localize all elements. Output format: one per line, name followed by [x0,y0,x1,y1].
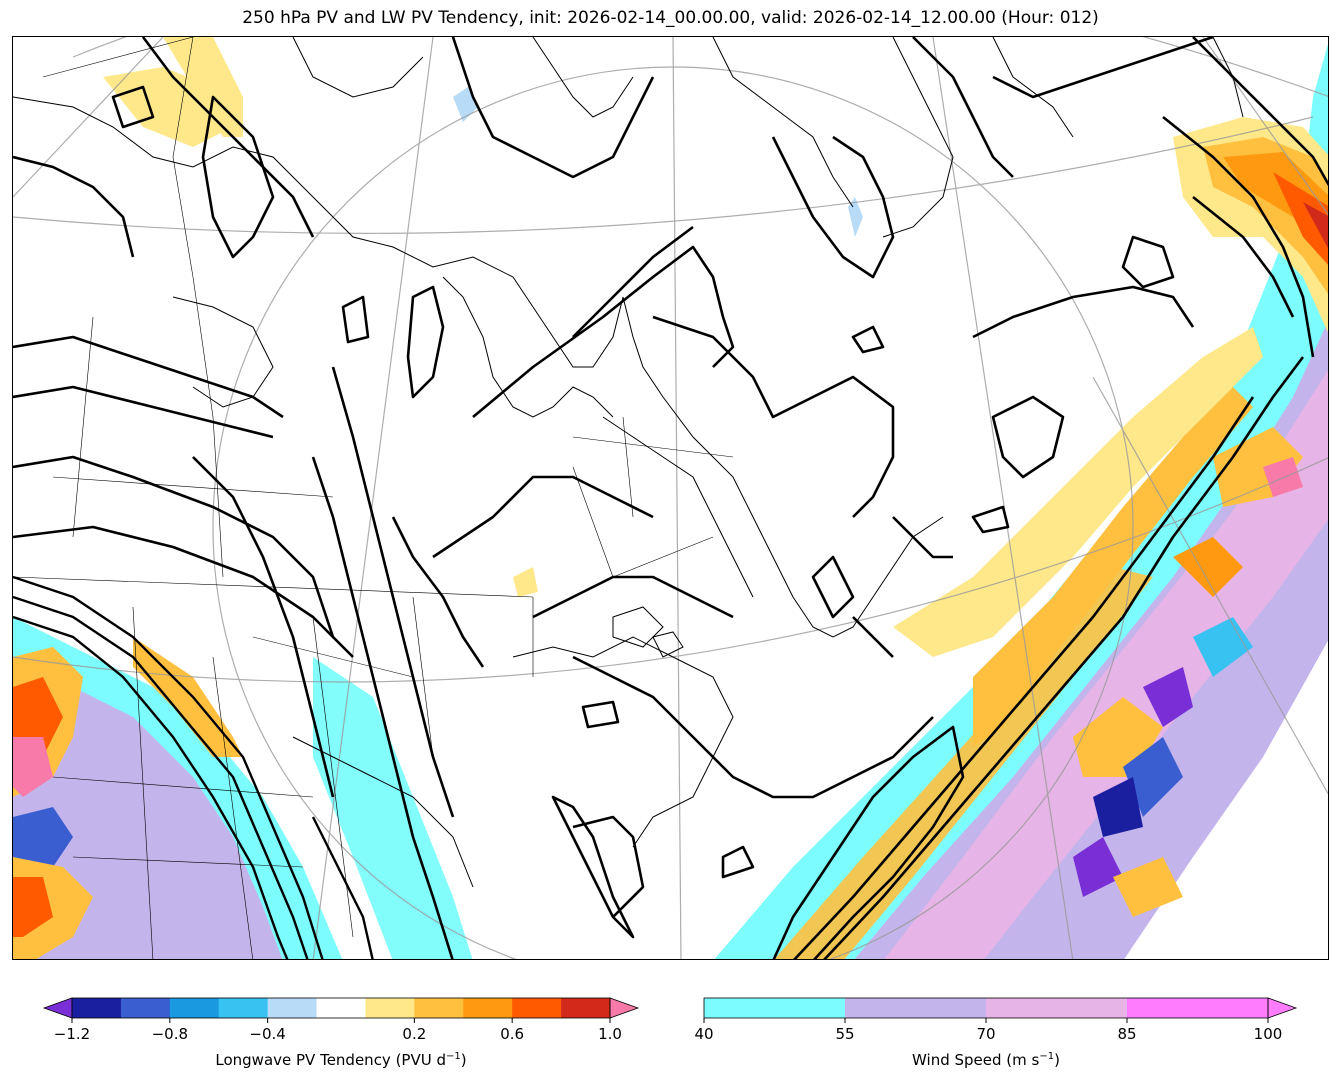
pv-tendency-bin [463,998,513,1018]
pv-tendency-bin [267,998,318,1018]
wind-speed-fill-west [13,617,473,959]
pv-tendency-bin [218,998,269,1018]
wind-speed-colorbar-label: Wind Speed (m s−1) [912,1051,1060,1069]
pv-tendency-label-text: Longwave PV Tendency (PVU d [215,1051,447,1069]
pv-tendency-tick-label: 0.2 [402,1025,427,1043]
map-panel [12,36,1329,960]
pv-tendency-bin [120,998,171,1018]
wind-speed-tick-label: 85 [1117,1025,1137,1043]
map-canvas [13,37,1328,959]
pv-tendency-extend-high [609,997,640,1019]
wind-speed-colorbar [703,996,1298,1023]
pv-tendency-tick-label: 1.0 [598,1025,622,1043]
pv-tendency-tick-label: −1.2 [53,1025,91,1043]
wind-speed-fill-east [714,44,1328,959]
wind-speed-bin [845,998,987,1018]
wind-speed-tick-label: 55 [835,1025,855,1043]
wind-speed-tick-label: 100 [1253,1025,1283,1043]
pv-tendency-label-exp: −1 [446,1051,461,1062]
wind-speed-colorbar-svg [703,997,1298,1023]
pv-tendency-colorbar-label: Longwave PV Tendency (PVU d−1) [215,1051,466,1069]
wind-speed-bin [986,998,1128,1018]
pv-tendency-bin [316,998,366,1018]
wind-speed-extend-high [1267,997,1298,1019]
pv-tendency-tick-label: −0.8 [151,1025,189,1043]
wind-speed-label-text: Wind Speed (m s [912,1051,1040,1069]
coastlines [13,37,1244,888]
wind-speed-label-exp: −1 [1039,1051,1055,1062]
wind-speed-bin [1127,998,1269,1018]
pv-tendency-bin [72,998,122,1018]
plot-title: 250 hPa PV and LW PV Tendency, init: 202… [242,8,1099,28]
pv-contours-jet-west [13,575,374,959]
pv-tendency-tick-label: −0.4 [249,1025,286,1043]
pv-tendency-bin [414,998,464,1018]
wind-speed-label-end: ) [1054,1051,1060,1069]
pv-tendency-label-end: ) [460,1051,467,1069]
wind-speed-tick-label: 40 [694,1025,714,1043]
pv-tendency-tick-label: 0.6 [500,1025,525,1043]
pv-tendency-colorbar-svg [42,997,640,1023]
wind-speed-bin [704,998,846,1018]
pv-contours [13,37,1328,959]
graticule [13,37,1328,959]
pv-tendency-bin [512,998,562,1018]
pv-tendency-bin [365,998,415,1018]
pv-tendency-bin [169,998,220,1018]
pv-tendency-colorbar-border [71,997,611,1019]
wind-speed-tick-label: 70 [976,1025,996,1043]
pv-tendency-extend-low [42,997,73,1019]
pv-tendency-bin [561,998,611,1018]
pv-tendency-fill [13,37,1328,959]
pv-tendency-colorbar [42,996,640,1023]
